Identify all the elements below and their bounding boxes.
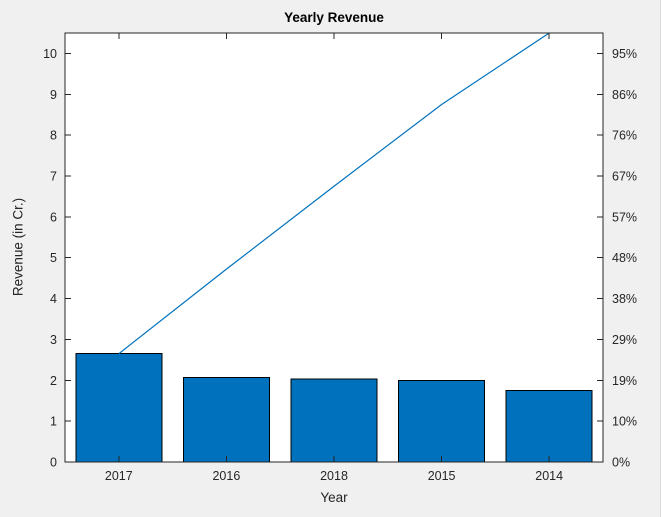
y-right-tick-label: 38% [612, 292, 637, 306]
x-axis-label: Year [320, 490, 348, 505]
y-right-tick-label: 86% [612, 88, 637, 102]
bar-2018 [290, 378, 378, 463]
x-tick-label: 2018 [320, 469, 348, 483]
y-left-tick-label: 6 [50, 210, 57, 224]
y-left-tick-label: 0 [50, 456, 57, 470]
y-left-tick-label: 8 [50, 129, 57, 143]
bar-2015 [398, 379, 486, 463]
chart-title: Yearly Revenue [284, 10, 384, 25]
bar-2014 [505, 390, 593, 463]
y-right-tick-label: 95% [612, 47, 637, 61]
x-tick-label: 2015 [428, 469, 456, 483]
y-left-tick-label: 2 [50, 374, 57, 388]
x-tick-label: 2014 [535, 469, 563, 483]
y-right-tick-label: 48% [612, 251, 637, 265]
y-right-tick-label: 10% [612, 415, 637, 429]
y-right-tick-label: 0% [612, 456, 630, 470]
y-right-tick-label: 19% [612, 374, 637, 388]
y-left-tick-label: 1 [50, 415, 57, 429]
x-tick-label: 2017 [105, 469, 133, 483]
y-left-tick-label: 9 [50, 88, 57, 102]
y-right-tick-label: 76% [612, 129, 637, 143]
y-left-tick-label: 7 [50, 170, 57, 184]
y-left-tick-label: 3 [50, 333, 57, 347]
y-left-tick-label: 4 [50, 292, 57, 306]
x-tick-label: 2016 [212, 469, 240, 483]
y-right-tick-label: 67% [612, 170, 637, 184]
cumulative-line [118, 32, 550, 355]
bar-2017 [75, 353, 163, 463]
y-axis-label: Revenue (in Cr.) [10, 197, 26, 297]
y-left-tick-label: 10 [43, 47, 57, 61]
y-right-tick-label: 57% [612, 210, 637, 224]
y-right-tick-label: 29% [612, 333, 637, 347]
bar-2016 [182, 376, 270, 463]
y-left-tick-label: 5 [50, 251, 57, 265]
